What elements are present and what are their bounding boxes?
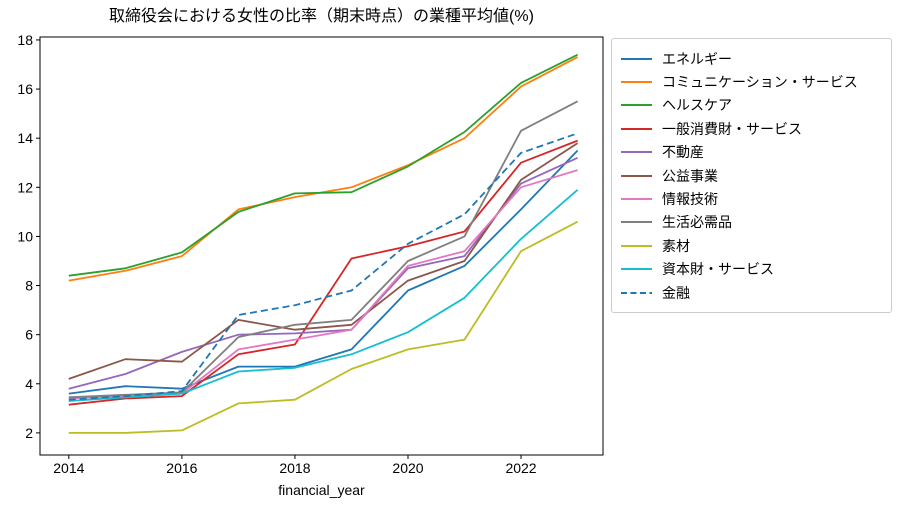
axes-frame xyxy=(39,36,604,456)
legend-line-sample xyxy=(621,268,652,271)
series-line-資本財・サービス xyxy=(68,189,579,402)
y-tick-label: 6 xyxy=(25,327,33,343)
legend-line-sample xyxy=(621,198,652,201)
legend-label: ヘルスケア xyxy=(662,97,732,114)
series-line-ヘルスケア xyxy=(68,53,579,277)
legend-line-sample xyxy=(621,127,652,130)
y-tick-label: 16 xyxy=(17,81,33,97)
y-tick-label: 10 xyxy=(17,228,33,244)
legend-line-sample xyxy=(621,291,652,294)
y-tick-label: 18 xyxy=(17,32,33,48)
legend-item: エネルギー xyxy=(621,47,881,70)
legend-item: コミュニケーション・サービス xyxy=(621,70,881,93)
y-tick-label: 12 xyxy=(17,179,33,195)
x-axis-label: financial_year xyxy=(278,482,365,498)
series-line-エネルギー xyxy=(68,149,579,395)
y-tick-label: 4 xyxy=(25,376,33,392)
legend-line-sample xyxy=(621,57,652,60)
legend-line-sample xyxy=(621,174,652,177)
legend-item: 生活必需品 xyxy=(621,211,881,234)
legend-label: エネルギー xyxy=(662,50,732,67)
x-tick-label: 2016 xyxy=(166,460,197,476)
x-tick-label: 2020 xyxy=(392,460,423,476)
series-line-生活必需品 xyxy=(68,100,579,399)
legend-label: コミュニケーション・サービス xyxy=(662,74,858,91)
legend-item: ヘルスケア xyxy=(621,94,881,117)
legend-label: 情報技術 xyxy=(662,191,718,208)
legend-item: 金融 xyxy=(621,281,881,304)
y-tick-label: 14 xyxy=(17,130,33,146)
legend-item: 一般消費財・サービス xyxy=(621,117,881,140)
x-tick-label: 2022 xyxy=(505,460,536,476)
legend-item: 情報技術 xyxy=(621,187,881,210)
series-line-素材 xyxy=(68,220,579,434)
legend-line-sample xyxy=(621,104,652,107)
legend-item: 公益事業 xyxy=(621,164,881,187)
y-tick-label: 2 xyxy=(25,425,33,441)
legend-label: 金融 xyxy=(662,284,690,301)
legend-line-sample xyxy=(621,151,652,154)
legend-label: 素材 xyxy=(662,237,690,254)
series-line-情報技術 xyxy=(68,169,578,400)
chart-title: 取締役会における女性の比率（期末時点）の業種平均値(%) xyxy=(109,8,534,25)
legend-label: 生活必需品 xyxy=(662,214,732,231)
legend-line-sample xyxy=(621,244,652,247)
legend-line-sample xyxy=(621,221,652,224)
series-line-公益事業 xyxy=(68,142,579,380)
legend: エネルギーコミュニケーション・サービス ヘルスケア一般消費財・サービス 不動産公益事… xyxy=(611,38,892,314)
series-line-一般消費財・サービス xyxy=(68,139,578,406)
legend-label: 不動産 xyxy=(662,144,704,161)
legend-item: 不動産 xyxy=(621,141,881,164)
legend-item: 資本財・サービス xyxy=(621,258,881,281)
legend-line-sample xyxy=(621,81,652,84)
legend-label: 公益事業 xyxy=(662,167,718,184)
legend-item: 素材 xyxy=(621,234,881,257)
x-tick-label: 2014 xyxy=(53,460,84,476)
y-tick-label: 8 xyxy=(25,278,33,294)
x-tick-label: 2018 xyxy=(279,460,310,476)
legend-label: 資本財・サービス xyxy=(662,261,774,278)
legend-label: 一般消費財・サービス xyxy=(662,120,802,137)
